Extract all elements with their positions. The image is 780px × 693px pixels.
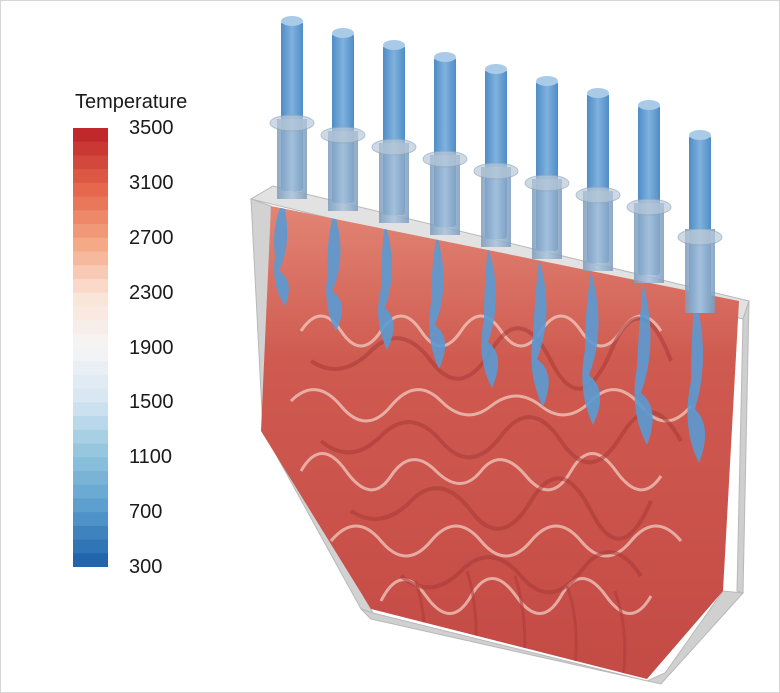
colorbar-band bbox=[73, 155, 108, 170]
legend-tick-label: 700 bbox=[129, 501, 163, 524]
colorbar-band bbox=[73, 498, 108, 513]
colorbar-band bbox=[73, 224, 108, 239]
colorbar-band bbox=[73, 539, 108, 554]
colorbar-band bbox=[73, 416, 108, 431]
colorbar-band bbox=[73, 443, 108, 458]
legend-tick-label: 3500 bbox=[129, 117, 174, 139]
injector bbox=[626, 100, 672, 283]
injector bbox=[677, 130, 723, 313]
injector bbox=[473, 64, 519, 247]
colorbar-band bbox=[73, 347, 108, 362]
temperature-field bbox=[261, 206, 739, 679]
legend-tick-label: 2300 bbox=[129, 281, 174, 304]
injector bbox=[422, 52, 468, 235]
colorbar-band bbox=[73, 525, 108, 541]
colorbar-band bbox=[73, 333, 108, 349]
legend-tick-label: 1100 bbox=[129, 446, 173, 469]
injector bbox=[320, 28, 366, 211]
colorbar-band bbox=[73, 278, 108, 294]
legend-tick-label: 300 bbox=[129, 556, 163, 578]
injector bbox=[269, 16, 315, 199]
colorbar-band bbox=[73, 470, 108, 486]
colorbar-band bbox=[73, 388, 108, 403]
injector bbox=[575, 88, 621, 271]
colorbar-band bbox=[73, 210, 108, 225]
injector bbox=[524, 76, 570, 259]
colorbar bbox=[73, 128, 108, 567]
colorbar-band bbox=[73, 361, 108, 376]
colorbar-band bbox=[73, 320, 108, 335]
colorbar-band bbox=[73, 374, 108, 390]
colorbar-band bbox=[73, 182, 108, 198]
injectors bbox=[269, 16, 723, 313]
legend-tick-label: 1900 bbox=[129, 336, 174, 359]
colorbar-band bbox=[73, 265, 108, 280]
colorbar-band bbox=[73, 128, 108, 143]
injector bbox=[371, 40, 417, 223]
colorbar-band bbox=[73, 457, 108, 472]
colorbar-band bbox=[73, 251, 108, 266]
colorbar-band bbox=[73, 237, 108, 253]
colorbar-band bbox=[73, 292, 108, 307]
colorbar-band bbox=[73, 512, 108, 527]
colorbar-band bbox=[73, 402, 108, 417]
legend-tick-label: 3100 bbox=[129, 171, 174, 194]
colorbar-band bbox=[73, 306, 108, 321]
colorbar-band bbox=[73, 141, 108, 157]
colorbar-band bbox=[73, 553, 108, 567]
legend-title: Temperature bbox=[75, 91, 188, 113]
colorbar-band bbox=[73, 484, 108, 500]
colorbar-band bbox=[73, 429, 108, 445]
colorbar-band bbox=[73, 196, 108, 211]
colorbar-band bbox=[73, 169, 108, 184]
legend-tick-label: 2700 bbox=[129, 226, 174, 249]
legend-tick-label: 1500 bbox=[129, 391, 174, 414]
